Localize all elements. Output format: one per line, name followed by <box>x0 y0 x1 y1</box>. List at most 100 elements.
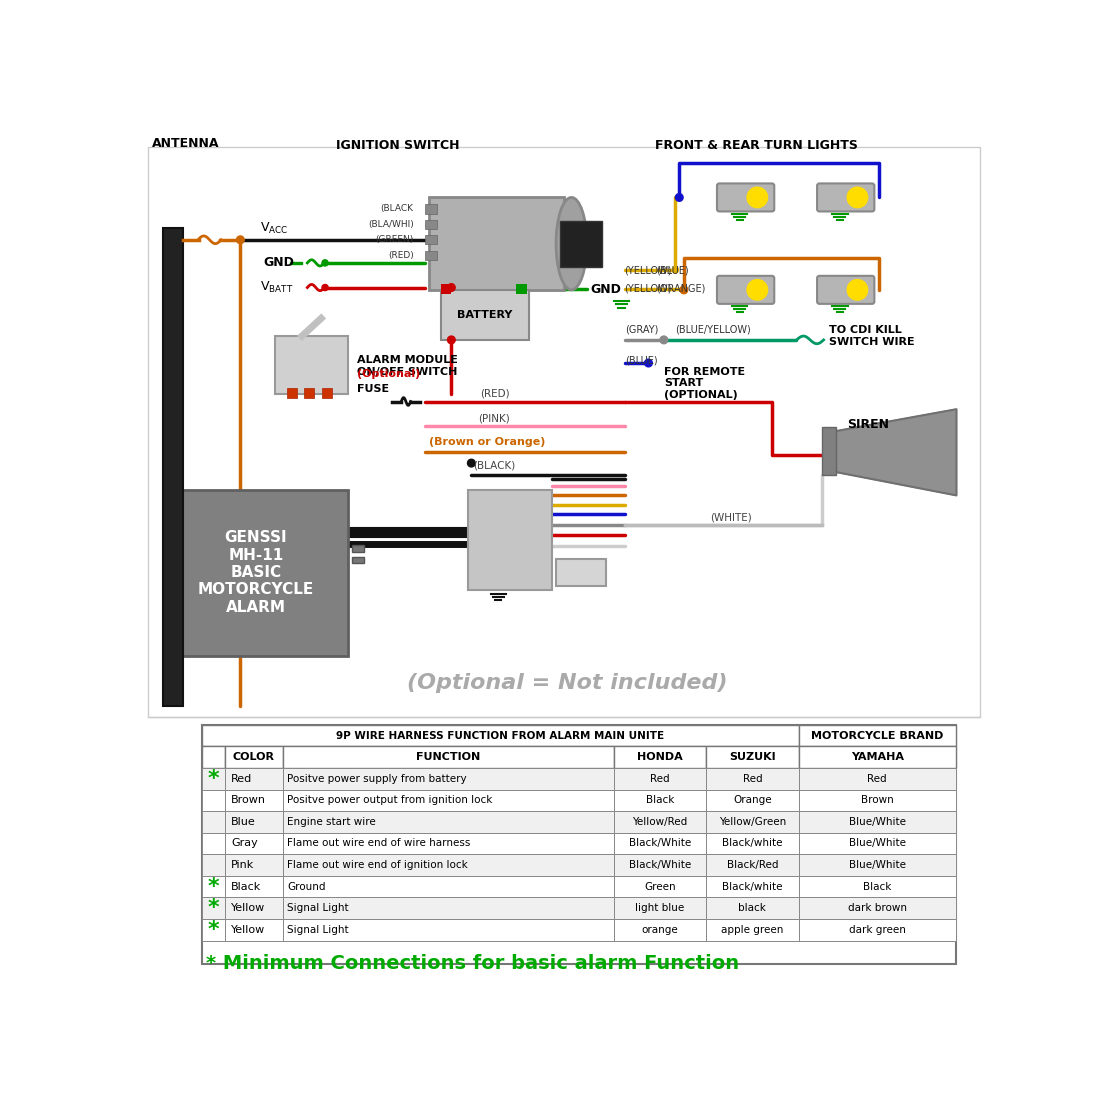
FancyBboxPatch shape <box>202 790 224 811</box>
FancyBboxPatch shape <box>425 235 437 244</box>
FancyBboxPatch shape <box>202 811 224 833</box>
FancyBboxPatch shape <box>799 918 957 940</box>
FancyBboxPatch shape <box>275 337 348 394</box>
FancyBboxPatch shape <box>224 898 283 918</box>
Text: SIREN: SIREN <box>847 418 889 431</box>
Text: *: * <box>208 920 219 939</box>
FancyBboxPatch shape <box>706 918 799 940</box>
Text: Signal Light: Signal Light <box>287 903 349 913</box>
FancyBboxPatch shape <box>799 790 957 811</box>
Text: BATTERY: BATTERY <box>456 310 513 320</box>
Circle shape <box>847 187 868 208</box>
FancyBboxPatch shape <box>799 898 957 918</box>
Ellipse shape <box>557 198 587 290</box>
FancyBboxPatch shape <box>163 491 348 656</box>
FancyBboxPatch shape <box>224 918 283 940</box>
Text: (WHITE): (WHITE) <box>711 512 751 522</box>
Circle shape <box>448 284 455 292</box>
Text: (BLUE/YELLOW): (BLUE/YELLOW) <box>675 324 751 334</box>
FancyBboxPatch shape <box>224 747 283 768</box>
Text: FOR REMOTE
START
(OPTIONAL): FOR REMOTE START (OPTIONAL) <box>664 367 745 400</box>
FancyBboxPatch shape <box>706 790 799 811</box>
FancyBboxPatch shape <box>322 388 332 397</box>
FancyBboxPatch shape <box>614 747 706 768</box>
Text: *: * <box>208 769 219 789</box>
FancyBboxPatch shape <box>799 811 957 833</box>
FancyBboxPatch shape <box>283 747 614 768</box>
Text: Positve power supply from battery: Positve power supply from battery <box>287 773 466 784</box>
Text: Green: Green <box>645 881 675 892</box>
Text: Black: Black <box>864 881 891 892</box>
Circle shape <box>236 235 244 244</box>
Text: Gray: Gray <box>231 838 257 848</box>
FancyBboxPatch shape <box>706 855 799 876</box>
FancyBboxPatch shape <box>706 811 799 833</box>
FancyBboxPatch shape <box>440 290 529 340</box>
FancyBboxPatch shape <box>822 427 836 475</box>
Text: ANTENNA: ANTENNA <box>152 138 219 150</box>
Text: Ground: Ground <box>287 881 326 892</box>
FancyBboxPatch shape <box>163 229 183 706</box>
Circle shape <box>322 285 328 290</box>
FancyBboxPatch shape <box>614 876 706 898</box>
Circle shape <box>322 260 328 266</box>
Text: IGNITION SWITCH: IGNITION SWITCH <box>337 140 460 153</box>
FancyBboxPatch shape <box>717 184 774 211</box>
FancyBboxPatch shape <box>352 557 363 563</box>
FancyBboxPatch shape <box>224 855 283 876</box>
FancyBboxPatch shape <box>352 546 363 552</box>
FancyArrow shape <box>290 262 301 264</box>
FancyBboxPatch shape <box>614 768 706 790</box>
Text: GND: GND <box>264 256 295 270</box>
Text: (RED): (RED) <box>480 388 509 399</box>
Text: 9P WIRE HARNESS FUNCTION FROM ALARM MAIN UNITE: 9P WIRE HARNESS FUNCTION FROM ALARM MAIN… <box>336 730 664 740</box>
Circle shape <box>681 286 686 293</box>
Text: $\mathregular{V_{BATT}}$: $\mathregular{V_{BATT}}$ <box>260 280 293 295</box>
FancyBboxPatch shape <box>283 833 614 855</box>
FancyBboxPatch shape <box>614 833 706 855</box>
Text: (Brown or Orange): (Brown or Orange) <box>429 438 544 448</box>
Text: FUNCTION: FUNCTION <box>416 752 481 762</box>
Text: (PINK): (PINK) <box>478 414 510 424</box>
Circle shape <box>645 359 652 367</box>
Text: Positve power output from ignition lock: Positve power output from ignition lock <box>287 795 493 805</box>
FancyBboxPatch shape <box>817 184 874 211</box>
FancyBboxPatch shape <box>283 790 614 811</box>
Text: Flame out wire end of wire harness: Flame out wire end of wire harness <box>287 838 471 848</box>
Text: Orange: Orange <box>733 795 772 805</box>
Text: Red: Red <box>742 773 762 784</box>
FancyBboxPatch shape <box>425 220 437 229</box>
Text: Brown: Brown <box>861 795 893 805</box>
FancyBboxPatch shape <box>202 855 224 876</box>
FancyBboxPatch shape <box>614 918 706 940</box>
FancyBboxPatch shape <box>305 388 315 397</box>
Text: $\mathregular{V_{ACC}}$: $\mathregular{V_{ACC}}$ <box>260 221 288 235</box>
FancyBboxPatch shape <box>799 747 957 768</box>
Circle shape <box>847 279 868 300</box>
Text: Red: Red <box>867 773 887 784</box>
Text: Blue/White: Blue/White <box>848 860 905 870</box>
Text: Yellow: Yellow <box>231 925 265 935</box>
FancyBboxPatch shape <box>799 768 957 790</box>
Polygon shape <box>829 409 957 495</box>
FancyBboxPatch shape <box>706 876 799 898</box>
Text: Engine start wire: Engine start wire <box>287 817 376 827</box>
FancyBboxPatch shape <box>202 725 799 747</box>
Text: (BLA/WHI): (BLA/WHI) <box>367 220 414 229</box>
Text: Yellow/Red: Yellow/Red <box>632 817 688 827</box>
FancyBboxPatch shape <box>706 747 799 768</box>
FancyBboxPatch shape <box>706 768 799 790</box>
FancyBboxPatch shape <box>560 220 603 267</box>
Text: YAMAHA: YAMAHA <box>850 752 903 762</box>
Text: Pink: Pink <box>231 860 254 870</box>
Circle shape <box>675 194 683 201</box>
Text: Black: Black <box>646 795 674 805</box>
FancyBboxPatch shape <box>283 898 614 918</box>
Text: Blue/White: Blue/White <box>848 838 905 848</box>
FancyBboxPatch shape <box>283 876 614 898</box>
FancyBboxPatch shape <box>224 790 283 811</box>
FancyBboxPatch shape <box>614 811 706 833</box>
Text: * Minimum Connections for basic alarm Function: * Minimum Connections for basic alarm Fu… <box>206 954 739 972</box>
Text: Black/White: Black/White <box>629 838 691 848</box>
FancyBboxPatch shape <box>283 855 614 876</box>
